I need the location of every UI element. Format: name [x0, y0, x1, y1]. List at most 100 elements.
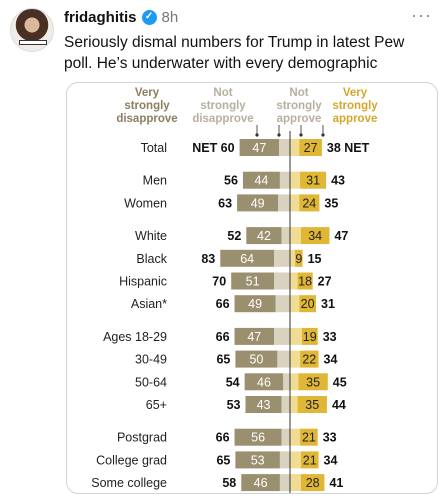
- value-very-disapprove: 49: [248, 297, 262, 311]
- value-very-disapprove: 64: [240, 252, 254, 266]
- legend-label: strongly: [276, 100, 322, 112]
- value-net-disapprove: 53: [227, 398, 241, 412]
- bar-not-strongly-disapprove: [274, 249, 290, 267]
- legend-label: approve: [333, 113, 378, 125]
- value-very-approve: 18: [298, 275, 312, 289]
- bar-not-strongly-disapprove: [277, 350, 290, 368]
- row-label: 50-64: [135, 375, 167, 389]
- bar-very-disapprove: [242, 171, 280, 189]
- value-very-approve: 19: [303, 330, 317, 344]
- bar-very-approve: [297, 272, 313, 290]
- value-very-approve: 22: [302, 353, 316, 367]
- row-label: Some college: [91, 476, 167, 490]
- legend-connector-dot: [277, 133, 281, 137]
- legend-connector-dot: [255, 133, 259, 137]
- bar-not-strongly-approve: [290, 194, 300, 212]
- bar-very-disapprove: [235, 451, 280, 469]
- more-options-icon[interactable]: ···: [411, 5, 432, 25]
- value-net-disapprove: 65: [216, 353, 230, 367]
- bar-not-strongly-disapprove: [275, 295, 290, 313]
- value-very-disapprove: 42: [257, 229, 271, 243]
- legend-label: Very: [343, 87, 368, 99]
- value-very-disapprove: 46: [257, 375, 271, 389]
- value-net-approve: 43: [331, 174, 345, 188]
- bar-not-strongly-disapprove: [281, 227, 290, 245]
- value-net-disapprove: 66: [216, 431, 230, 445]
- avatar-badge: [19, 40, 47, 45]
- row-label: Hispanic: [119, 275, 167, 289]
- username[interactable]: fridaghitis: [64, 8, 137, 26]
- legend-connector-dot: [321, 133, 325, 137]
- value-very-approve: 21: [303, 453, 317, 467]
- timestamp[interactable]: 8h: [161, 8, 179, 26]
- bar-very-disapprove: [235, 350, 278, 368]
- bar-very-disapprove: [245, 396, 282, 413]
- value-net-disapprove: 65: [216, 453, 230, 467]
- check-icon: ✓: [141, 9, 157, 25]
- bar-not-strongly-approve: [290, 272, 298, 290]
- value-net-disapprove: 56: [224, 174, 238, 188]
- bar-not-strongly-approve: [290, 327, 302, 345]
- bar-very-approve: [301, 327, 318, 345]
- bar-very-approve: [300, 350, 319, 368]
- value-net-approve: 38 NET: [327, 141, 370, 155]
- row-label: Men: [143, 174, 167, 188]
- value-very-disapprove: 46: [254, 476, 268, 490]
- value-very-disapprove: 53: [251, 453, 265, 467]
- row-label: White: [135, 229, 167, 243]
- value-very-disapprove: 49: [251, 196, 265, 210]
- row-label: 30-49: [135, 353, 167, 367]
- bar-not-strongly-disapprove: [279, 139, 290, 156]
- bar-very-approve: [300, 474, 325, 492]
- bar-not-strongly-approve: [290, 428, 301, 446]
- value-net-disapprove: 66: [216, 330, 230, 344]
- bar-not-strongly-disapprove: [283, 373, 290, 391]
- bar-very-disapprove: [234, 428, 282, 446]
- bar-very-disapprove: [220, 249, 275, 267]
- bar-very-approve: [300, 451, 319, 469]
- bar-not-strongly-disapprove: [278, 194, 290, 212]
- bar-not-strongly-disapprove: [281, 428, 290, 446]
- value-very-disapprove: 47: [247, 330, 261, 344]
- value-net-approve: 44: [332, 398, 346, 412]
- chart-image[interactable]: Very strongly disapprove Not strongly disappr…: [66, 82, 438, 494]
- bar-not-strongly-disapprove: [279, 474, 290, 492]
- bar-very-disapprove: [231, 272, 275, 290]
- bar-very-disapprove: [241, 474, 280, 492]
- legend-label: Very: [135, 87, 160, 99]
- bar-not-strongly-disapprove: [281, 396, 290, 413]
- bar-not-strongly-disapprove: [274, 327, 290, 345]
- value-very-disapprove: 56: [251, 431, 265, 445]
- legend-label: Not: [213, 87, 232, 99]
- row-label: Postgrad: [117, 431, 167, 445]
- row-label: Women: [124, 196, 167, 210]
- value-very-approve: 35: [305, 398, 319, 412]
- value-very-approve: 20: [301, 297, 315, 311]
- bar-very-approve: [300, 227, 330, 245]
- avatar[interactable]: [10, 8, 54, 52]
- bar-not-strongly-approve: [290, 474, 301, 492]
- value-net-disapprove: 52: [227, 229, 241, 243]
- bar-not-strongly-approve: [290, 451, 301, 469]
- approval-chart: VerystronglydisapproveNotstronglydisappr…: [91, 87, 378, 493]
- bar-not-strongly-approve: [290, 139, 300, 156]
- bar-very-disapprove: [237, 194, 279, 212]
- bar-not-strongly-approve: [290, 249, 296, 267]
- bar-very-approve: [297, 396, 327, 413]
- value-very-disapprove: 44: [254, 174, 268, 188]
- value-net-approve: 15: [308, 252, 322, 266]
- value-very-approve: 21: [302, 431, 316, 445]
- row-label: Total: [141, 141, 167, 155]
- bar-not-strongly-approve: [290, 295, 300, 313]
- legend-label: disapprove: [192, 113, 253, 125]
- value-very-disapprove: 51: [246, 275, 260, 289]
- legend-label: Not: [289, 87, 308, 99]
- value-very-approve: 31: [306, 174, 320, 188]
- row-label: Black: [136, 252, 167, 266]
- row-label: Ages 18-29: [103, 330, 167, 344]
- value-net-approve: 27: [318, 275, 332, 289]
- value-net-approve: 34: [324, 353, 338, 367]
- tweet-text: Seriously dismal numbers for Trump in la…: [64, 34, 405, 72]
- bar-not-strongly-disapprove: [279, 451, 290, 469]
- bar-very-disapprove: [244, 373, 284, 391]
